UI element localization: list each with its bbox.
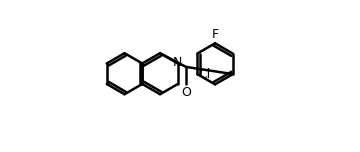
Text: Cl: Cl xyxy=(198,68,210,81)
Text: O: O xyxy=(181,86,191,99)
Text: F: F xyxy=(211,28,219,41)
Text: N: N xyxy=(172,56,182,69)
